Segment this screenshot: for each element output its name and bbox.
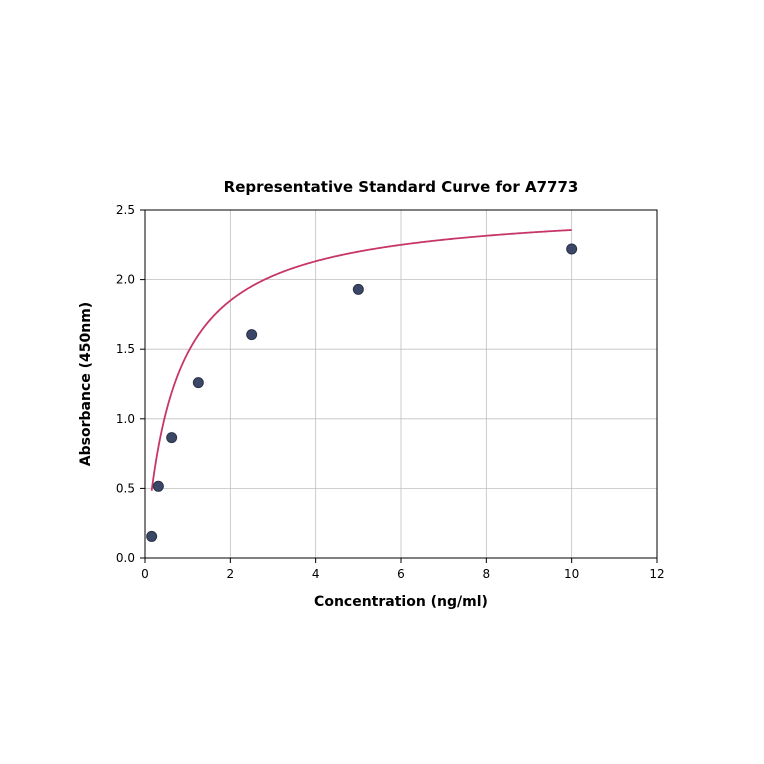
- x-axis-label: Concentration (ng/ml): [314, 594, 488, 610]
- x-tick-label: 6: [397, 567, 405, 581]
- chart-container: 0 2 4 6 8 10 12 0.0 0.5 1.0 1.5 2.0 2.5 Concentration…: [0, 0, 764, 764]
- y-tick-label: 0.5: [116, 481, 135, 495]
- y-tick-label: 1.0: [116, 412, 135, 426]
- chart-title: Representative Standard Curve for A7773: [224, 178, 579, 196]
- data-point: [167, 433, 177, 443]
- data-point: [153, 481, 163, 491]
- data-point: [147, 531, 157, 541]
- y-tick-label: 1.5: [116, 342, 135, 356]
- x-tick-label: 0: [141, 567, 149, 581]
- y-tick-label: 2.5: [116, 203, 135, 217]
- standard-curve-chart: 0 2 4 6 8 10 12 0.0 0.5 1.0 1.5 2.0 2.5 Concentration…: [0, 0, 764, 764]
- data-point: [567, 244, 577, 254]
- x-tick-label: 4: [312, 567, 320, 581]
- data-point: [353, 284, 363, 294]
- x-tick-label: 8: [483, 567, 491, 581]
- x-tick-label: 2: [227, 567, 235, 581]
- x-tick-label: 12: [649, 567, 664, 581]
- data-point: [247, 330, 257, 340]
- data-point: [193, 378, 203, 388]
- y-axis-label: Absorbance (450nm): [78, 302, 94, 466]
- y-tick-label: 0.0: [116, 551, 135, 565]
- x-tick-label: 10: [564, 567, 579, 581]
- y-tick-label: 2.0: [116, 273, 135, 287]
